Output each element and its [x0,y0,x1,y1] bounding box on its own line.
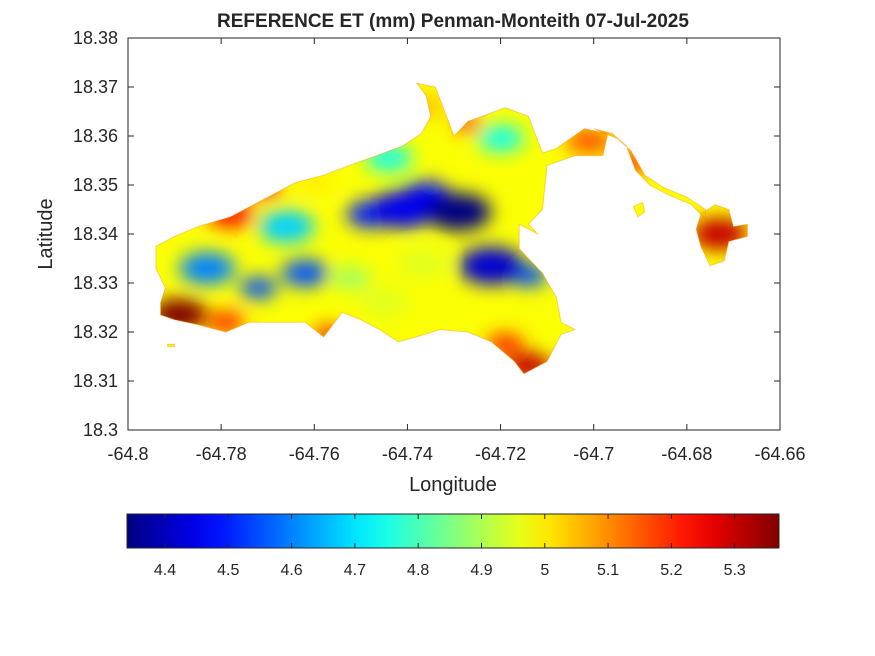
y-tick-label: 18.3 [83,420,118,440]
y-tick-label: 18.34 [73,224,118,244]
colorbar-tick-label: 5.3 [724,562,746,579]
colorbar-tick-label: 4.6 [280,562,302,579]
colorbar-ticks: 4.4 4.5 4.6 4.7 4.8 4.9 5 5.1 5.2 5.3 [154,514,746,579]
colorbar-tick-label: 4.7 [344,562,366,579]
y-tick-label: 18.31 [73,371,118,391]
et-blob-12 [477,124,524,152]
y-tick-label: 18.36 [73,126,118,146]
x-tick-label: -64.72 [475,444,526,464]
x-tick-label: -64.66 [754,444,805,464]
et-blob-5 [565,127,613,155]
colorbar-tick-label: 4.8 [407,562,429,579]
et-blob-18 [179,252,236,285]
et-blob-27 [426,193,492,231]
et-blob-15 [258,210,315,243]
et-blob-21 [281,259,329,287]
chart-title: REFERENCE ET (mm) Penman-Monteith 07-Jul… [217,11,689,32]
colorbar-tick-label: 4.9 [470,562,492,579]
y-tick-label: 18.38 [73,28,118,48]
x-tick-label: -64.68 [661,444,712,464]
x-axis-label: Longitude [409,474,497,496]
y-axis: 18.3 18.31 18.32 18.33 18.34 18.35 18.36 18.37 1… [73,28,780,440]
et-blob-26 [458,246,524,285]
et-blob-25 [370,190,436,229]
plot-area [127,37,781,431]
et-blob-8 [207,311,245,333]
land-edge-4 [632,201,646,218]
land-edge-3 [167,343,176,348]
x-tick-label: -64.8 [107,444,148,464]
land-edge-0 [155,82,609,375]
colorbar-tick-label: 5.2 [660,562,682,579]
et-blob-4 [332,267,371,289]
x-tick-label: -64.7 [573,444,614,464]
colorbar-bar [126,513,780,549]
x-axis: -64.8 -64.78 -64.76 -64.74 -64.72 -64.7 -64.68… [107,38,806,464]
y-tick-label: 18.33 [73,273,118,293]
land-edge-2 [695,204,748,267]
et-blob-22 [239,277,278,299]
colorbar: 4.4 4.5 4.6 4.7 4.8 4.9 5 5.1 5.2 5.3 [126,513,780,579]
x-tick-label: -64.76 [289,444,340,464]
colorbar-tick-label: 4.4 [154,562,176,579]
y-tick-label: 18.37 [73,77,118,97]
y-tick-label: 18.35 [73,175,118,195]
et-blob-2 [360,289,408,317]
et-blob-1 [398,249,445,277]
land-edge-1 [593,128,706,221]
colorbar-tick-label: 4.5 [217,562,239,579]
colorbar-tick-label: 5.1 [597,562,619,579]
colorbar-tick-label: 5 [540,562,549,579]
x-tick-label: -64.74 [382,444,433,464]
x-tick-label: -64.78 [196,444,247,464]
y-axis-label: Latitude [35,198,57,269]
y-tick-label: 18.32 [73,322,118,342]
